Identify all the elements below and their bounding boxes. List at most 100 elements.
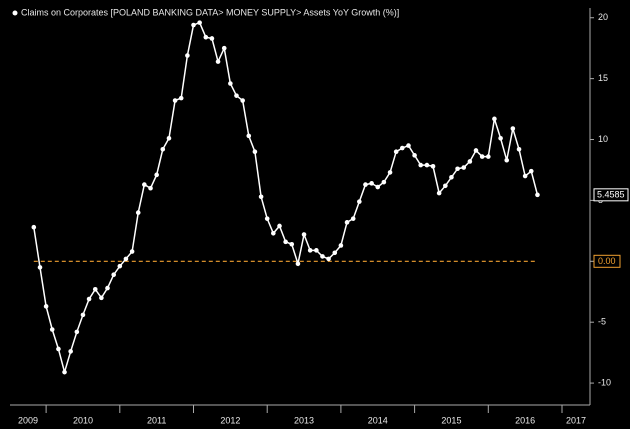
data-point [160, 146, 166, 152]
data-point [68, 349, 73, 354]
data-point [504, 157, 510, 163]
data-point [381, 179, 387, 185]
data-point [338, 243, 344, 248]
last-value-box [593, 188, 629, 202]
y-tick-label: 10 [598, 134, 608, 144]
data-point [387, 170, 393, 175]
data-point [516, 146, 522, 152]
x-tick-label: 2011 [147, 415, 166, 425]
data-point [479, 154, 485, 159]
data-point [43, 304, 49, 309]
data-point [393, 149, 399, 154]
data-point [197, 20, 202, 25]
data-point [449, 174, 454, 180]
x-tick-label: 2013 [294, 415, 314, 425]
x-tick-label: 2010 [73, 415, 93, 425]
data-point [135, 210, 141, 215]
x-tick-label: 2009 [18, 415, 38, 425]
data-point [62, 369, 67, 375]
data-point [467, 159, 473, 164]
data-point [424, 162, 430, 168]
data-point [510, 126, 516, 131]
data-point [80, 312, 86, 318]
data-point [301, 232, 307, 237]
reference-label: 0.00 [598, 256, 616, 266]
x-tick-label: 2012 [220, 415, 240, 425]
data-point [485, 154, 491, 159]
data-point [406, 143, 411, 148]
data-point [430, 164, 436, 169]
data-point [215, 59, 221, 64]
y-tick-label: 20 [598, 12, 608, 22]
data-point [49, 327, 55, 332]
data-point [105, 285, 110, 291]
data-point [271, 230, 276, 236]
reference-label-box [593, 254, 621, 268]
data-point [172, 98, 178, 103]
data-point [56, 346, 61, 352]
data-point [99, 295, 104, 301]
x-tick-label: 2014 [368, 415, 388, 425]
data-point [92, 287, 98, 292]
data-point [295, 261, 301, 267]
data-point [240, 98, 245, 103]
data-point [111, 272, 116, 277]
data-point [277, 223, 282, 229]
data-point [74, 329, 80, 335]
data-point [436, 190, 442, 196]
data-point [258, 194, 264, 200]
data-point [148, 185, 153, 191]
data-point [86, 296, 92, 302]
data-point [203, 34, 209, 40]
data-point [246, 133, 252, 139]
data-point [264, 216, 270, 221]
data-point [228, 81, 233, 86]
data-point [332, 250, 338, 256]
legend-marker [12, 10, 18, 16]
data-point [473, 148, 479, 153]
legend-label: Claims on Corporates [POLAND BANKING DAT… [21, 7, 399, 17]
data-point [154, 172, 159, 178]
data-point [191, 22, 196, 28]
data-point [357, 199, 362, 204]
data-point [443, 183, 448, 189]
data-point [123, 256, 129, 262]
data-point [412, 153, 417, 158]
x-tick-label: 2017 [566, 415, 586, 425]
data-point [142, 182, 147, 187]
x-tick-label: 2016 [515, 415, 535, 425]
data-point [498, 136, 503, 141]
last-value-label: 5.4585 [597, 190, 625, 200]
data-point [221, 45, 227, 51]
data-point [252, 149, 258, 154]
data-point [37, 265, 43, 270]
data-point [528, 168, 534, 174]
data-point [375, 184, 381, 190]
data-point [326, 256, 331, 262]
data-point [283, 239, 288, 245]
data-point [461, 165, 467, 170]
y-tick-label: -5 [598, 317, 606, 327]
data-point [314, 248, 319, 253]
data-point [418, 162, 424, 168]
data-point [234, 93, 239, 98]
data-point [166, 136, 172, 141]
y-tick-label: 15 [598, 73, 608, 83]
data-point [344, 220, 350, 225]
data-point [535, 192, 540, 198]
data-point [455, 166, 460, 172]
x-tick-label: 2015 [441, 415, 461, 425]
data-point [209, 36, 215, 41]
data-point [320, 254, 325, 259]
data-point [31, 224, 37, 230]
data-point [399, 145, 405, 151]
data-point [522, 173, 528, 179]
data-point [369, 181, 374, 186]
data-point [178, 95, 184, 101]
y-tick-label: -10 [598, 377, 611, 387]
data-point [117, 263, 123, 269]
data-point [363, 182, 368, 187]
data-point [492, 116, 497, 122]
